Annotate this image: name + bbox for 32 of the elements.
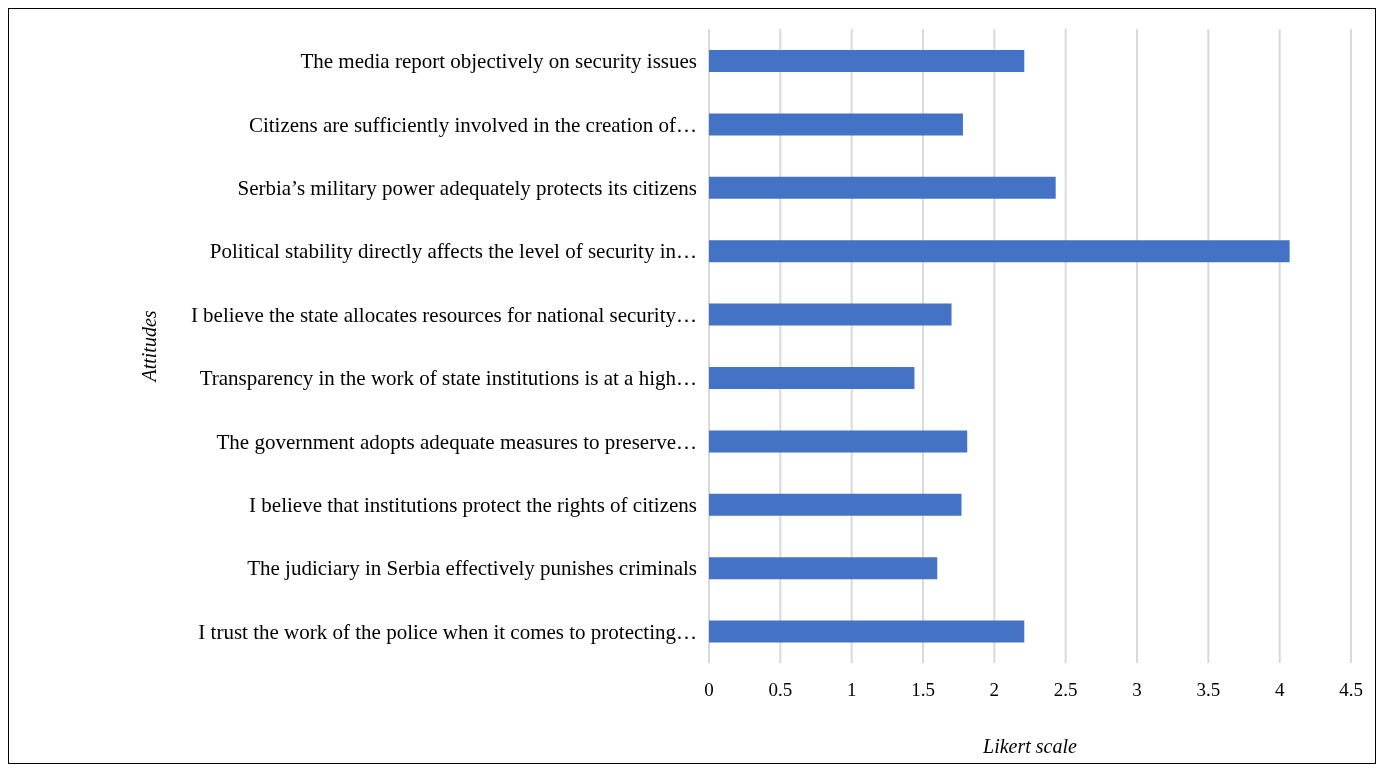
x-tick-label: 4 [1274, 679, 1285, 701]
x-axis-title: Likert scale [982, 735, 1078, 757]
bar [709, 493, 962, 516]
bar [709, 113, 963, 136]
bar [709, 367, 915, 389]
x-tick-label: 3.5 [1196, 679, 1221, 701]
y-tick-label: The government adopts adequate measures to preserve… [216, 429, 697, 454]
y-tick-label: The judiciary in Serbia effectively punishes criminals [247, 556, 697, 581]
bar [709, 557, 938, 580]
y-tick-label: The media report objectively on security issues [300, 49, 697, 74]
bar [709, 303, 952, 326]
y-tick-label: Political stability directly affects the level of security in… [209, 239, 697, 264]
bar [709, 50, 1025, 72]
x-tick-label: 2 [989, 679, 1000, 701]
x-tick-label: 3 [1132, 679, 1142, 701]
x-tick-label: 0 [704, 679, 714, 701]
bar [709, 620, 1025, 643]
x-tick-label: 2.5 [1053, 679, 1078, 701]
y-axis-title: Attitudes [138, 310, 161, 384]
x-tick-label: 4.5 [1339, 679, 1363, 701]
x-tick-label: 1.5 [911, 679, 935, 701]
y-tick-label: Transparency in the work of state institutions is at a high… [199, 366, 697, 391]
bar [709, 176, 1056, 199]
bar [709, 240, 1290, 263]
x-tick-label: 1 [846, 679, 857, 701]
y-tick-label: Citizens are sufficiently involved in the creation of… [248, 112, 697, 137]
y-tick-label: Serbia’s military power adequately protects its citizens [237, 175, 697, 200]
y-tick-label: I trust the work of the police when it comes to protecting… [198, 619, 697, 644]
y-tick-label: I believe the state allocates resources for national security… [190, 302, 697, 327]
bar [709, 430, 968, 453]
y-tick-label: I believe that institutions protect the rights of citizens [249, 492, 697, 517]
x-tick-label: 0.5 [768, 679, 793, 701]
